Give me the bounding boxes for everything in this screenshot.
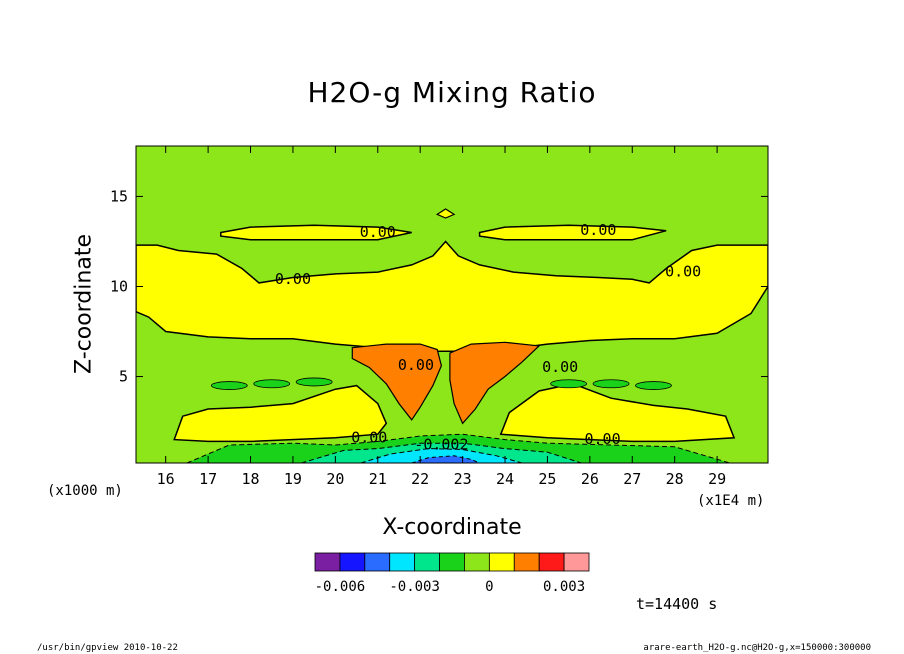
colorbar-cell-9 [538,552,565,572]
x-tick-label-16: 16 [157,470,175,488]
colorbar: -0.006 -0.003 0 0.003 [314,552,590,595]
contour-label-2: 0.00 [275,270,311,288]
colorbar-label-0: -0.006 [315,579,366,595]
contour-label-4: 0.00 [351,428,387,446]
contour-label-7: 0.00 [542,358,578,376]
colorbar-cell-1 [339,552,366,572]
colorbar-cell-4 [414,552,440,572]
colorbar-cell-7 [488,552,515,572]
plot-frame [135,145,769,464]
footer-left: /usr/bin/gpview 2010-10-22 [37,643,178,653]
x-tick-label-17: 17 [199,470,217,488]
y-axis: 5 10 15 [110,187,768,386]
upper-lens-left [220,224,412,241]
streak-2 [295,377,333,387]
contour-label-1: 0.00 [580,221,616,239]
colorbar-label-1: -0.003 [389,579,440,595]
x-tick-label-28: 28 [666,470,684,488]
streak-3 [550,379,588,389]
contour-label-5: 0.00 [398,356,434,374]
y-tick-label-5: 5 [119,368,128,386]
contour-label-3: 0.00 [665,263,701,281]
colorbar-cell-10 [563,552,590,572]
x-tick-label-24: 24 [496,470,514,488]
x-tick-label-20: 20 [326,470,344,488]
y-tick-label-15: 15 [110,187,128,205]
upper-lens-right [478,224,667,241]
plume-right [449,341,541,425]
streak-0 [210,381,248,390]
moist-layer [136,240,768,353]
x-tick-label-21: 21 [369,470,387,488]
colorbar-cell-6 [464,552,490,572]
x-tick-label-18: 18 [241,470,259,488]
x-tick-label-29: 29 [708,470,726,488]
colorbar-cell-3 [389,552,416,572]
plume-left [351,343,443,421]
x-tick-label-19: 19 [284,470,302,488]
low-layer-right [499,383,736,443]
x-tick-label-27: 27 [623,470,641,488]
footer-right: arare-earth_H2O-g.nc@H2O-g,x=150000:3000… [643,643,871,653]
plot-area: 0.00 0.00 0.00 0.00 0.00 0.00 0.00 0.00 -0.002 [136,146,768,463]
time-label: t=14400 s [636,595,718,613]
streak-5 [635,381,672,390]
colorbar-cell-8 [513,552,540,572]
colorbar-label-2: 0 [485,579,493,595]
x-tick-label-22: 22 [411,470,429,488]
surface-band-cyan [360,448,523,463]
colorbar-label-3: 0.003 [543,579,585,595]
contour-label-0: 0.00 [360,223,396,241]
x-unit-label: (x1E4 m) [697,493,765,509]
x-axis-label: X-coordinate [382,515,522,540]
contour-label-8: -0.002 [414,435,468,453]
x-axis: 16 17 18 19 20 21 22 23 24 25 26 27 28 29 [157,146,726,488]
chart-title: H2O-g Mixing Ratio [307,76,597,109]
plot-border [135,145,769,464]
y-tick-label-10: 10 [110,277,128,295]
y-axis-label: Z-coordinate [71,234,97,374]
contour-label-6: 0.00 [585,430,621,448]
colorbar-cell-5 [439,552,465,572]
x-tick-label-25: 25 [538,470,556,488]
colorbar-cell-0 [314,552,341,572]
peak-cell [435,208,456,219]
x-tick-label-26: 26 [581,470,599,488]
low-layer-left [173,384,388,443]
colorbar-cell-2 [364,552,391,572]
y-unit-label: (x1000 m) [47,483,123,499]
streak-4 [592,379,630,389]
x-tick-label-23: 23 [454,470,472,488]
streak-1 [253,379,291,389]
